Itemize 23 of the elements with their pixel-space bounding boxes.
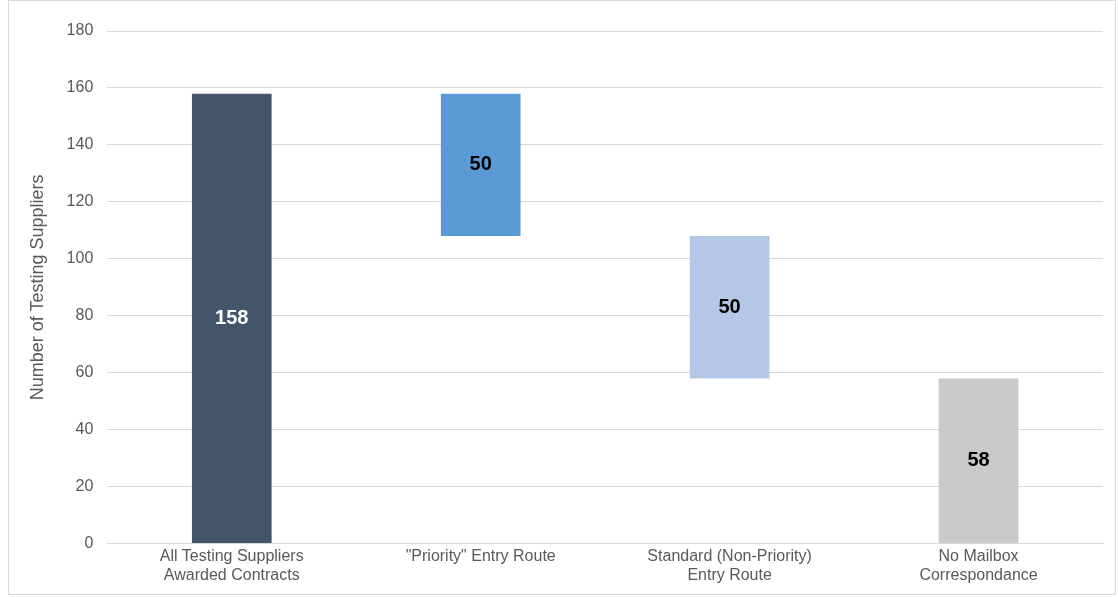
x-tick-label: Standard (Non-Priority) Entry Route: [647, 546, 812, 583]
y-tick-label: 100: [66, 249, 94, 267]
y-tick-label: 160: [66, 78, 94, 96]
data-label: 50: [718, 294, 741, 317]
data-label: 50: [469, 152, 492, 175]
y-axis-title: Number of Testing Suppliers: [26, 174, 47, 401]
bar: [191, 93, 272, 544]
bar: [440, 93, 521, 237]
x-tick-label: All Testing Suppliers Awarded Contracts: [159, 546, 304, 583]
y-tick-label: 20: [75, 477, 94, 495]
x-tick-label: No Mailbox Correspondance: [919, 546, 1038, 583]
data-label: 58: [967, 448, 990, 471]
x-tick-label: "Priority" Entry Route: [405, 546, 556, 564]
y-tick-label: 140: [66, 135, 94, 153]
y-tick-label: 0: [84, 534, 94, 552]
bar: [689, 236, 770, 379]
y-tick-label: 80: [75, 306, 94, 324]
y-tick-label: 60: [75, 363, 94, 381]
bar: [938, 378, 1019, 544]
y-tick-label: 180: [66, 21, 94, 39]
y-tick-label: 120: [66, 192, 94, 210]
y-tick-label: 40: [75, 420, 94, 438]
data-label: 158: [215, 305, 249, 328]
